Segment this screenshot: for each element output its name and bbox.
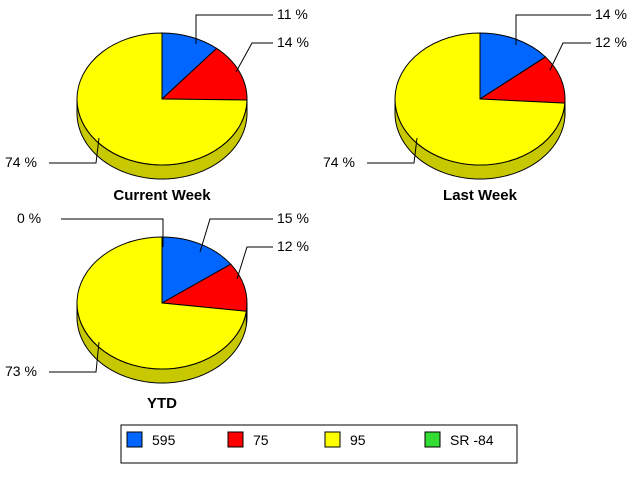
legend-swatch-95 [324,431,341,448]
pie-slice-95 [394,32,566,166]
pies-group: 11 % 14 % 74 % Current Week 14 % 12 % 74 % Last… [5,6,627,412]
slice-label-595: 15 % [277,210,309,226]
legend-item-595: 595 [126,431,176,448]
slice-label-95: 74 % [5,154,37,170]
chart-title: YTD [147,395,177,412]
pie-chart-1: 14 % 12 % 74 % Last Week [323,6,627,204]
pie-chart-2: 15 % 12 % 73 % 0 % YTD [5,210,309,412]
leader-line-75 [236,246,273,280]
legend-swatch-sr-84 [424,431,441,448]
slice-label-595: 14 % [595,6,627,22]
legend-item-sr-84: SR -84 [424,431,494,448]
legend-label-75: 75 [253,432,269,448]
legend-label-sr-84: SR -84 [450,432,494,448]
leader-line-75 [549,42,591,71]
slice-label-75: 12 % [595,34,627,50]
legend-item-95: 95 [324,431,366,448]
legend-item-75: 75 [227,431,269,448]
chart-title: Last Week [443,187,518,204]
pie-chart-0: 11 % 14 % 74 % Current Week [5,6,309,204]
slice-label-75: 14 % [277,34,309,50]
leader-line-95 [49,341,100,373]
leader-line-95 [367,137,418,164]
pie-slice-75 [160,47,248,101]
legend: 595 75 95 SR -84 [120,424,518,464]
legend-box [120,424,518,464]
chart-title: Current Week [113,187,211,204]
legend-swatch-595 [126,431,143,448]
leader-line-95 [49,137,100,164]
leader-line-595 [195,14,273,44]
leader-line-595 [199,218,273,253]
legend-swatch-75 [227,431,244,448]
slice-label-595: 11 % [277,6,308,22]
legend-label-595: 595 [152,432,176,448]
slice-label-95: 74 % [323,154,355,170]
pie-slice-75 [160,263,248,312]
legend-label-95: 95 [350,432,366,448]
leader-line-75 [235,42,273,73]
slice-label-sr-84: 0 % [17,210,41,226]
slice-label-95: 73 % [5,363,37,379]
pie-slice-75 [478,56,566,104]
pie-slice-595 [161,236,232,304]
leader-line-595 [515,14,591,45]
slice-label-75: 12 % [277,238,309,254]
pie-slice-95 [76,32,248,166]
leader-line-sr-84 [61,218,164,247]
